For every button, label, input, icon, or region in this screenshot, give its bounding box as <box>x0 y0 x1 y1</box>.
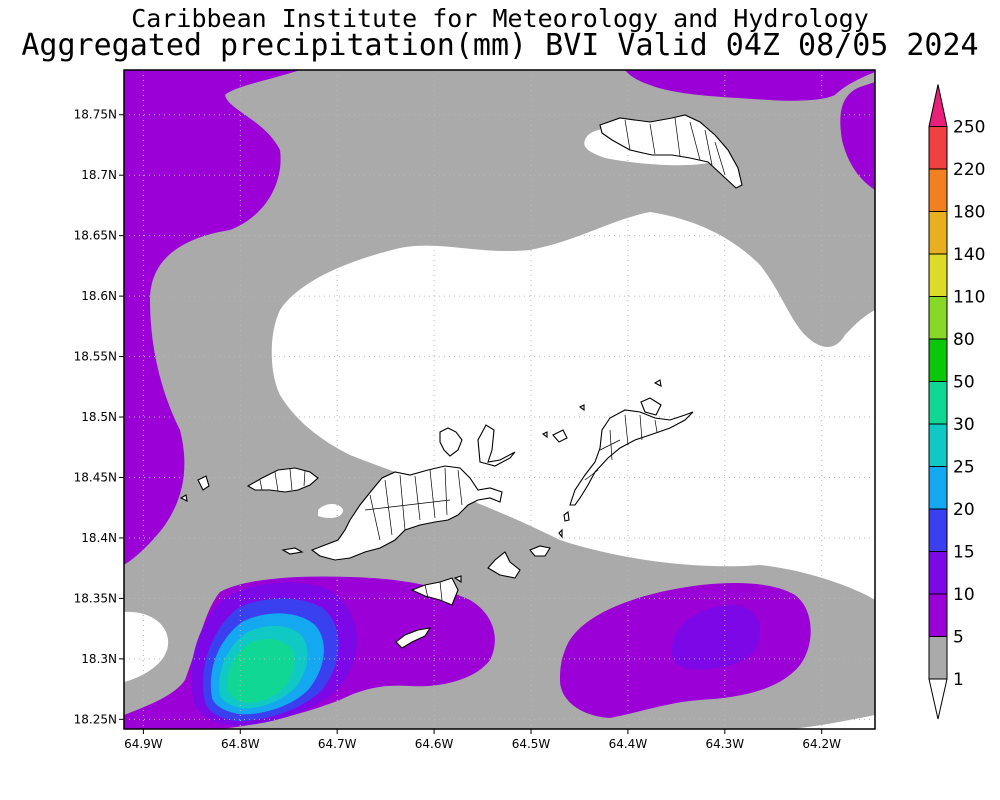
precip-free-pocket-southeast <box>790 715 875 729</box>
map-layers <box>124 70 875 729</box>
colorbar-label-20: 20 <box>953 500 975 520</box>
island-norman <box>410 577 459 606</box>
colorbar-label-25: 25 <box>953 458 975 478</box>
precip-region-30-50mm-cell <box>227 638 295 703</box>
colorbar-label-110: 110 <box>953 288 985 308</box>
x-tick-label-5: 64.4W <box>609 737 648 751</box>
colorbar-segment-140 <box>928 211 948 255</box>
colorbar-segment-110 <box>928 253 948 297</box>
island-parcel-lines <box>259 117 726 601</box>
x-tick-label-2: 64.7W <box>318 737 357 751</box>
colorbar-label-30: 30 <box>953 415 975 435</box>
island-islet-d <box>640 397 662 416</box>
colorbar-bottom-arrow <box>928 678 948 720</box>
island-islet-j <box>558 528 563 539</box>
colorbar-label-15: 15 <box>953 543 975 563</box>
colorbar-segment-20 <box>928 466 948 510</box>
island-peter <box>395 627 432 649</box>
colorbar-segment-25 <box>928 423 948 467</box>
x-tick-label-1: 64.8W <box>221 737 260 751</box>
island-cooper <box>487 551 521 579</box>
y-tick-label-1: 18.3N <box>81 652 117 666</box>
chart-title-institute: Caribbean Institute for Meteorology and … <box>131 4 869 33</box>
chart-title-product: Aggregated precipitation(mm) BVI Valid 0… <box>21 28 979 63</box>
precip-free-pocket-small <box>318 504 343 518</box>
precip-region-1-5mm <box>124 70 875 729</box>
colorbar-label-50: 50 <box>953 373 975 393</box>
island-jost-van-dyke <box>246 467 319 493</box>
y-tick-label-6: 18.55N <box>74 350 117 364</box>
island-islet-c <box>179 494 188 502</box>
colorbar-segment-220 <box>928 126 948 170</box>
precip-region-5-10mm-west <box>124 70 300 565</box>
y-tick-label-2: 18.35N <box>74 591 117 605</box>
colorbar-segment-30 <box>928 381 948 425</box>
island-islet-i <box>563 510 570 522</box>
colorbar-label-1: 1 <box>953 670 964 690</box>
colorbar-segment-180 <box>928 168 948 212</box>
y-tick-label-7: 18.6N <box>81 289 117 303</box>
colorbar-segment-80 <box>928 296 948 340</box>
colorbar-segment-5 <box>928 593 948 637</box>
precip-region-5-10mm-north <box>625 70 875 101</box>
colorbar-top-arrow <box>928 84 948 127</box>
graticule <box>124 70 875 729</box>
y-tick-label-0: 18.25N <box>74 712 117 726</box>
island-islet-a <box>281 547 304 555</box>
x-tick-label-7: 64.2W <box>802 737 841 751</box>
map-axes: 64.9W 64.8W 64.7W 64.6W 64.5W 64.4W 64.3W 64.2W… <box>74 108 841 751</box>
colorbar-label-10: 10 <box>953 585 975 605</box>
map-frame <box>123 69 876 730</box>
y-tick-label-4: 18.45N <box>74 470 117 484</box>
island-ginger <box>529 545 551 557</box>
island-islet-k <box>453 575 462 584</box>
colorbar-label-250: 250 <box>953 118 985 138</box>
colorbar-label-180: 180 <box>953 203 985 223</box>
colorbar-label-140: 140 <box>953 245 985 265</box>
x-tick-label-0: 64.9W <box>124 737 163 751</box>
x-tick-label-6: 64.3W <box>706 737 745 751</box>
colorbar-label-220: 220 <box>953 160 985 180</box>
precip-free-pocket-west <box>124 611 169 682</box>
precip-region-10-15mm-southeast <box>671 605 760 670</box>
island-beef <box>477 424 516 467</box>
island-islet-f <box>552 429 568 443</box>
colorbar-label-5: 5 <box>953 628 964 648</box>
island-tortola <box>310 465 503 561</box>
y-tick-label-3: 18.4N <box>81 531 117 545</box>
island-islet-b <box>197 475 210 491</box>
island-guana <box>439 427 463 457</box>
x-tick-label-4: 64.5W <box>512 737 551 751</box>
y-tick-label-8: 18.65N <box>74 229 117 243</box>
colorbar-segment-1 <box>928 636 948 680</box>
y-tick-label-10: 18.75N <box>74 108 117 122</box>
colorbar-segment-50 <box>928 338 948 382</box>
island-outlines <box>179 114 743 649</box>
colorbar-segment-10 <box>928 551 948 595</box>
colorbar-segment-15 <box>928 508 948 552</box>
island-islet-g <box>578 404 585 412</box>
island-islet-h <box>541 431 548 439</box>
x-tick-label-3: 64.6W <box>415 737 454 751</box>
y-tick-label-9: 18.7N <box>81 168 117 182</box>
precip-region-5-10mm-northeast <box>840 82 875 190</box>
island-islet-e <box>653 379 662 387</box>
island-anegada <box>599 114 743 189</box>
y-tick-label-5: 18.5N <box>81 410 117 424</box>
island-virgin-gorda <box>569 409 694 506</box>
colorbar-label-80: 80 <box>953 330 975 350</box>
